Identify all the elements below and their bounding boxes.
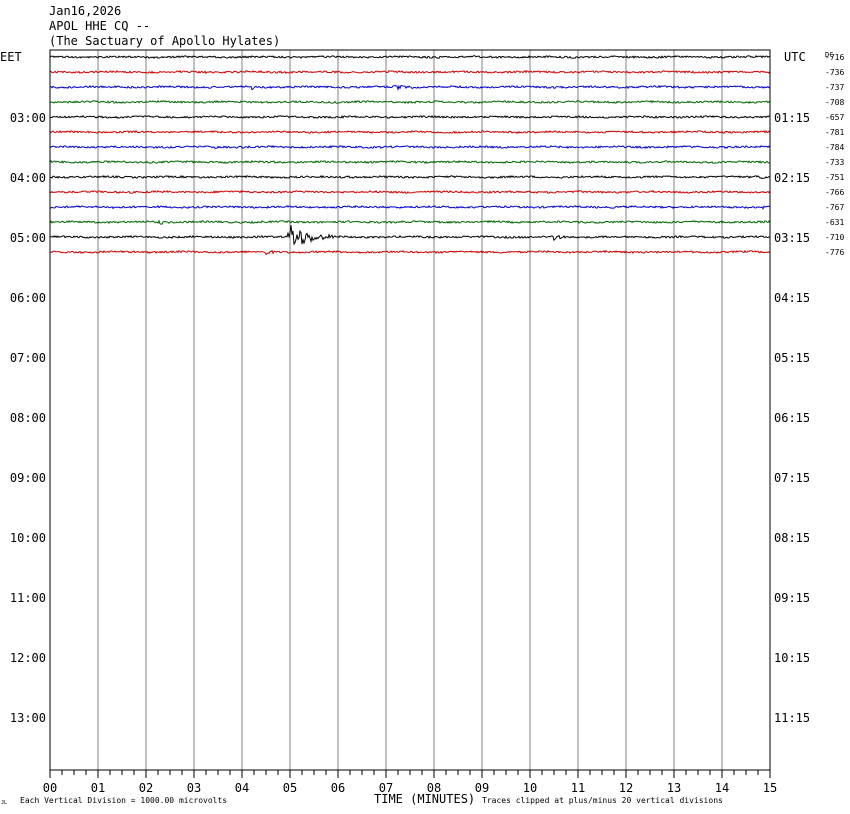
- x-tick-label: 04: [235, 781, 249, 795]
- seismic-trace-6: [49, 144, 771, 149]
- x-tick-label: 11: [571, 781, 585, 795]
- date-label: Jan16,2026: [49, 4, 122, 18]
- seismic-trace-9: [49, 190, 771, 194]
- x-tick-label: 12: [619, 781, 633, 795]
- seismic-trace-5: [49, 129, 771, 135]
- x-tick-label: 14: [715, 781, 729, 795]
- right-hour-label: 10:15: [774, 651, 810, 665]
- x-tick-label: 10: [523, 781, 537, 795]
- right-hour-label: 01:15: [774, 111, 810, 125]
- dc-offset-label: -776: [825, 248, 844, 257]
- footer-scale-note: Each Vertical Division = 1000.00 microvo…: [20, 796, 227, 805]
- dc-offset-label: -767: [825, 203, 844, 212]
- left-hour-label: 13:00: [10, 711, 46, 725]
- right-timezone-label: UTC: [784, 50, 806, 64]
- seismic-trace-0: [49, 54, 770, 59]
- dc-offset-label: -631: [825, 218, 844, 227]
- seismic-trace-1: [49, 69, 771, 75]
- right-hour-label: 07:15: [774, 471, 810, 485]
- dc-offset-label: -710: [825, 233, 844, 242]
- seismic-trace-3: [49, 99, 771, 105]
- left-hour-label: 11:00: [10, 591, 46, 605]
- grid-lines: [49, 50, 771, 778]
- x-tick-label: 13: [667, 781, 681, 795]
- x-tick-label: 08: [427, 781, 441, 795]
- x-tick-label: 02: [139, 781, 153, 795]
- seismic-traces: [49, 54, 771, 256]
- dc-offset-label: -784: [825, 143, 844, 152]
- footer-clip-note: Traces clipped at plus/minus 20 vertical…: [482, 796, 723, 805]
- left-hour-label: 04:00: [10, 171, 46, 185]
- right-hour-label: 04:15: [774, 291, 810, 305]
- right-hour-label: 02:15: [774, 171, 810, 185]
- dc-offset-label: -716: [825, 53, 844, 62]
- left-hour-label: 06:00: [10, 291, 46, 305]
- seismic-trace-10: [49, 205, 770, 210]
- x-axis-label: TIME (MINUTES): [374, 792, 475, 806]
- dc-offset-label: -737: [825, 83, 844, 92]
- seismic-trace-11: [49, 219, 771, 225]
- left-hour-label: 08:00: [10, 411, 46, 425]
- dc-offset-label: -657: [825, 113, 844, 122]
- seismic-trace-4: [50, 115, 771, 119]
- left-hour-label: 10:00: [10, 531, 46, 545]
- left-hour-label: 05:00: [10, 231, 46, 245]
- site-label: (The Sactuary of Apollo Hylates): [49, 34, 281, 48]
- right-hour-label: 03:15: [774, 231, 810, 245]
- x-tick-label: 03: [187, 781, 201, 795]
- x-tick-label: 01: [91, 781, 105, 795]
- left-hour-label: 07:00: [10, 351, 46, 365]
- dc-offset-label: -781: [825, 128, 844, 137]
- right-hour-label: 06:15: [774, 411, 810, 425]
- dc-offset-label: -751: [825, 173, 844, 182]
- dc-label: DC: [825, 51, 833, 59]
- axis-labels: 00 01 02 03 04 05 06 07 08 09 10 11 12 13 14 15 EET UTC DC…: [0, 50, 844, 806]
- x-tick-label: 09: [475, 781, 489, 795]
- left-hour-label: 12:00: [10, 651, 46, 665]
- seismic-trace-7: [49, 159, 771, 165]
- dc-offset-label: -733: [825, 158, 844, 167]
- dc-offset-label: -766: [825, 188, 844, 197]
- station-label: APOL HHE CQ --: [49, 19, 151, 33]
- seismic-trace-2: [49, 84, 771, 91]
- x-tick-label: 00: [43, 781, 57, 795]
- left-timezone-label: EET: [0, 50, 22, 64]
- left-hour-label: 09:00: [10, 471, 46, 485]
- right-hour-label: 11:15: [774, 711, 810, 725]
- footer-logo: JL: [1, 800, 7, 806]
- x-tick-label: 05: [283, 781, 297, 795]
- right-hour-label: 08:15: [774, 531, 810, 545]
- right-hour-label: 05:15: [774, 351, 810, 365]
- x-tick-label: 07: [379, 781, 393, 795]
- x-tick-label: 06: [331, 781, 345, 795]
- seismic-trace-8: [49, 174, 771, 180]
- x-tick-label: 15: [763, 781, 777, 795]
- seismic-trace-13: [49, 249, 771, 256]
- plot-frame: [49, 49, 771, 771]
- seismic-trace-12: [49, 225, 771, 246]
- dc-offset-label: -736: [825, 68, 844, 77]
- left-hour-label: 03:00: [10, 111, 46, 125]
- dc-offset-label: -708: [825, 98, 844, 107]
- right-hour-label: 09:15: [774, 591, 810, 605]
